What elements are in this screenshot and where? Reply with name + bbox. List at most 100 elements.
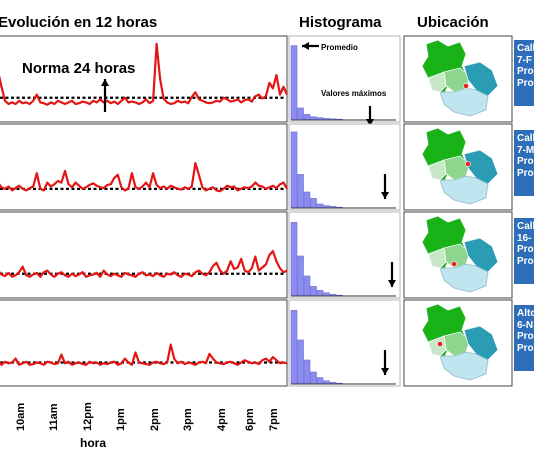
histogram-bar <box>290 310 298 385</box>
station-info-line: Call <box>517 133 534 144</box>
average-arrow-head <box>302 42 309 50</box>
histogram-bar <box>316 290 324 297</box>
map-zone-east <box>463 61 499 97</box>
panel-row-4 <box>0 299 513 387</box>
x-tick-label: 7pm <box>268 408 280 431</box>
histogram-bar <box>290 131 298 209</box>
x-tick-label: 11am <box>48 403 60 431</box>
station-info-line: Pro <box>517 156 534 167</box>
x-axis-label: hora <box>80 436 106 450</box>
map-zone-east <box>463 325 499 361</box>
max-values-arrow-head <box>366 119 374 126</box>
district-map <box>421 303 499 381</box>
histogram-bar <box>310 198 317 209</box>
norm-arrow <box>101 79 109 112</box>
histogram-bar <box>310 371 317 385</box>
station-info-card[interactable]: Call 16- Pro Pro <box>514 218 534 284</box>
x-tick-label: 2pm <box>149 408 161 431</box>
panel-row-2 <box>0 123 513 211</box>
norm-arrow-head <box>101 79 109 86</box>
histogram-bar <box>303 359 311 385</box>
station-info-line: Call <box>517 221 534 232</box>
x-tick-label: 10am <box>15 403 27 431</box>
station-info-line: 16- <box>517 232 532 244</box>
histogram-bar <box>297 174 304 209</box>
series-line <box>0 42 289 106</box>
histogram-bar <box>297 339 304 385</box>
series-line <box>0 162 288 193</box>
station-marker <box>437 341 443 347</box>
line-chart-frame <box>0 35 288 123</box>
average-annotation: Promedio <box>321 43 358 52</box>
max-values-arrow <box>381 174 389 199</box>
x-tick-label: 1pm <box>115 408 127 431</box>
station-info-line: Pro <box>517 66 534 77</box>
district-map <box>421 215 499 293</box>
histogram-bar <box>297 255 304 297</box>
station-info-card[interactable]: Alto 6-N Pro Pro <box>514 305 534 371</box>
series-line <box>0 343 288 366</box>
station-info-line: 7-F <box>517 54 532 66</box>
map-zone-west <box>427 247 447 269</box>
histogram-bar <box>303 275 311 297</box>
histogram-header: Histograma <box>299 14 382 31</box>
histogram-bar <box>297 107 304 121</box>
histogram-bar <box>303 191 311 209</box>
histogram-bar <box>316 203 324 209</box>
station-info-card[interactable]: Call 7-M Pro Pro <box>514 130 534 196</box>
x-axis-ticks: 10am 11am 12pm 1pm 2pm 3pm 4pm 6pm 7pm <box>15 402 280 431</box>
histogram-bar <box>290 222 298 297</box>
district-map <box>421 39 499 117</box>
max-values-arrow <box>366 106 374 126</box>
map-zone-west <box>427 71 447 93</box>
evolution-header: Evolución en 12 horas <box>0 14 157 31</box>
map-zone-east <box>463 149 499 185</box>
station-marker <box>465 161 471 167</box>
station-info-line: Alto <box>517 308 534 319</box>
station-marker <box>451 261 457 267</box>
max-values-annotation: Valores máximos <box>321 89 387 98</box>
location-header: Ubicación <box>417 14 489 31</box>
line-chart-frame <box>0 299 288 387</box>
station-info-line: Call <box>517 43 534 54</box>
histogram-frame <box>288 35 401 123</box>
map-zone-south <box>439 351 489 381</box>
map-zone-south <box>439 175 489 205</box>
map-zone-south <box>439 87 489 117</box>
station-info-line: Pro <box>517 244 534 255</box>
map-zone-east <box>463 237 499 273</box>
map-zone-south <box>439 263 489 293</box>
station-info-card[interactable]: Call 7-F Pro Pro <box>514 40 534 106</box>
max-values-arrow-head <box>381 368 389 375</box>
max-values-arrow-head <box>388 280 396 287</box>
norm-annotation: Norma 24 horas <box>22 60 135 77</box>
map-zone-west <box>427 159 447 181</box>
station-info-line: Pro <box>517 331 534 342</box>
station-marker <box>463 83 469 89</box>
max-values-arrow-head <box>381 192 389 199</box>
panel-row-3 <box>0 211 513 299</box>
max-values-arrow <box>381 350 389 375</box>
station-info-line: 7-M <box>517 144 534 156</box>
station-info-line: Pro <box>517 167 534 179</box>
station-info-line: Pro <box>517 77 534 89</box>
x-tick-label: 12pm <box>82 402 94 431</box>
histogram-bar <box>303 114 311 121</box>
x-tick-label: 6pm <box>244 408 256 431</box>
max-values-arrow <box>388 262 396 287</box>
line-chart-frame <box>0 123 288 211</box>
histogram-bar <box>290 45 298 121</box>
line-chart-frame <box>0 211 288 299</box>
x-tick-label: 3pm <box>182 408 194 431</box>
station-info-line: Pro <box>517 255 534 267</box>
station-info-line: 6-N <box>517 319 534 331</box>
series-line <box>0 250 288 278</box>
histogram-bar <box>316 377 324 385</box>
panel-row-1 <box>0 35 513 126</box>
x-tick-label: 4pm <box>216 408 228 431</box>
map-zone-west <box>427 335 447 357</box>
average-arrow <box>302 42 319 50</box>
panel-rows <box>0 35 513 387</box>
station-info-line: Pro <box>517 342 534 354</box>
